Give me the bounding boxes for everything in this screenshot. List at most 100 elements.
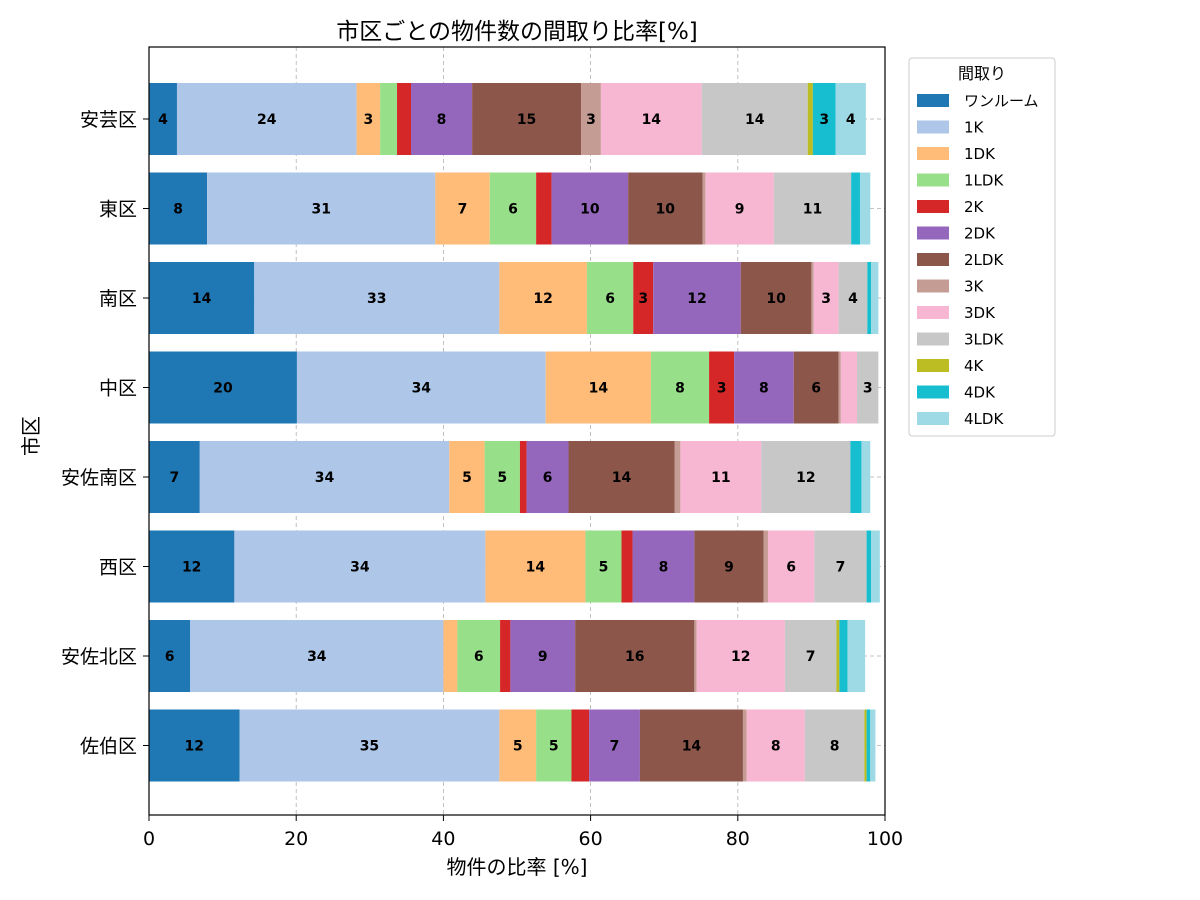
bar-segment [784,620,837,692]
legend-swatch [917,279,949,293]
bar-segment [867,262,872,334]
bar-value-label: 7 [170,470,180,486]
bar-segment [871,262,879,334]
bar-value-label: 6 [165,649,175,665]
bar-segment [484,441,520,513]
bar-segment [840,351,858,424]
bar-value-label: 6 [543,470,553,486]
bar-segment [701,83,808,155]
bar-segment [847,620,866,692]
legend-frame [908,57,1056,437]
bar-value-label: 8 [659,560,669,576]
bar-segment [813,262,839,334]
bar-segment [870,709,876,782]
bar-value-label: 31 [311,202,330,218]
bar-segment [839,620,848,692]
bar-value-label: 15 [517,112,536,128]
bar-segment [767,530,815,603]
bar-value-label: 8 [830,739,840,755]
bar-value-label: 3 [363,112,373,128]
legend-swatch [917,332,949,346]
bar-value-label: 16 [625,649,644,665]
bar-value-label: 12 [796,470,815,486]
legend-swatch [917,120,949,134]
bar-segment [859,172,871,245]
bar-segment [435,172,490,245]
legend-entry-label: 4DK [964,384,996,402]
bar-value-label: 8 [437,112,447,128]
legend-entry-label: 4K [964,357,985,375]
bar-value-label: 34 [350,560,370,576]
bar-segment [526,441,569,513]
bar-segment [176,83,357,155]
legend-swatch [917,94,949,107]
bar-segment [600,83,702,155]
bar-value-label: 5 [549,739,559,755]
bar-segment [519,441,527,513]
chart-title: 市区ごとの物件数の間取り比率[%] [336,19,698,45]
bar-value-label: 6 [474,649,484,665]
bar-segment [149,441,200,513]
legend: 間取り ワンルーム 1K 1DK 1LDK 2K 2DK 2LDK 3K 3DK 3LDK 4K 4D… [908,57,1056,437]
bar-value-label: 12 [533,291,552,307]
bar-segment [811,262,814,334]
bar-value-label: 8 [771,739,781,755]
legend-swatch [917,173,949,187]
bar-value-label: 3 [821,291,831,307]
bar-value-label: 24 [257,112,277,128]
bar-segment [575,620,695,692]
bar-segment [694,530,764,603]
bar-segment [207,172,436,245]
bar-segment [709,351,735,424]
y-tick-label: 東区 [99,199,137,221]
bar-value-label: 33 [367,291,386,307]
bar-value-label: 7 [458,202,468,218]
bar-segment [857,351,879,424]
bar-segment [485,530,586,603]
bar-value-label: 8 [759,381,769,397]
bar-segment [545,351,651,424]
bar-segment [814,530,867,603]
bar-value-label: 7 [806,649,816,665]
bar-value-label: 11 [803,202,822,218]
bar-value-label: 34 [315,470,335,486]
bar-value-label: 11 [711,470,730,486]
bar-segment [694,620,697,692]
bar-segment [356,83,381,155]
legend-entry-label: ワンルーム [964,92,1039,110]
legend-entry-label: 2K [964,198,985,216]
bar-segment [742,709,747,782]
y-axis-title: 市区 [19,416,43,456]
bar-segment [149,351,297,424]
bar-segment [864,709,867,782]
bar-segment [621,530,633,603]
bar-value-label: 12 [687,291,706,307]
bar-segment [489,172,537,245]
bar-segment [702,172,706,245]
legend-swatch [917,200,949,213]
x-tick-label: 80 [726,828,750,850]
bar-value-label: 12 [731,649,750,665]
bar-value-label: 14 [526,560,546,576]
bar-segment [199,441,450,513]
bar-value-label: 6 [605,291,615,307]
legend-swatch [917,385,949,399]
bar-segment [499,262,587,334]
bar-segment [510,620,576,692]
bar-value-label: 14 [192,291,212,307]
bar-segment [457,620,501,692]
grid-layer [148,47,886,815]
bar-value-label: 5 [513,739,523,755]
x-tick-label: 40 [431,828,455,850]
y-tick-label: 安佐南区 [61,467,137,489]
bar-segment [149,83,177,155]
bar-segment [628,172,703,245]
bar-segment [835,83,866,155]
bar-segment [861,441,871,513]
bar-segment [866,530,872,603]
legend-entry-label: 2DK [964,225,996,243]
bar-value-label: 8 [675,381,685,397]
